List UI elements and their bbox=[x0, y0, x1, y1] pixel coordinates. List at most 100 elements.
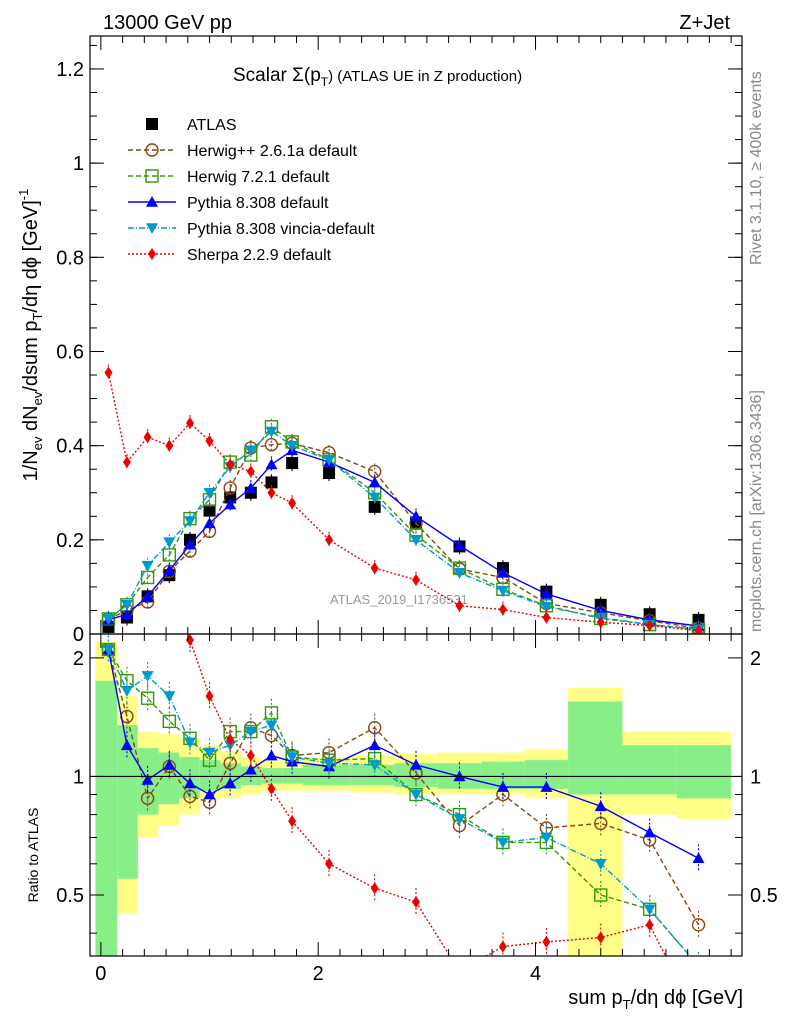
legend-marker bbox=[145, 169, 159, 183]
data-point bbox=[645, 619, 654, 632]
x-tick-label: 2 bbox=[313, 963, 324, 985]
data-point bbox=[203, 487, 216, 499]
data-point bbox=[368, 500, 381, 513]
data-point bbox=[286, 440, 299, 452]
legend-label: Herwig 7.2.1 default bbox=[187, 169, 330, 186]
y-tick-label: 1 bbox=[73, 153, 84, 175]
data-point bbox=[368, 492, 381, 504]
ratio-point bbox=[223, 756, 237, 770]
band-inner bbox=[622, 745, 677, 795]
plot-title-rest: ) (ATLAS UE in Z production) bbox=[328, 68, 522, 85]
legend-item: Herwig 7.2.1 default bbox=[128, 169, 330, 186]
data-point bbox=[323, 454, 336, 466]
x-tick-label: 0 bbox=[95, 963, 106, 985]
legend-item: Pythia 8.308 default bbox=[128, 195, 329, 212]
ratio-point bbox=[691, 918, 706, 932]
legend-marker bbox=[146, 223, 158, 234]
data-point bbox=[542, 611, 551, 624]
legend-label: ATLAS bbox=[187, 117, 237, 134]
legend-item: Pythia 8.308 vincia-default bbox=[128, 221, 375, 238]
data-point bbox=[163, 537, 176, 549]
data-point bbox=[265, 476, 278, 489]
ratio-point bbox=[140, 691, 155, 705]
ratio-point bbox=[540, 781, 553, 792]
data-point bbox=[205, 434, 214, 447]
ratio-point bbox=[455, 965, 463, 977]
ratio-tick-label: 0.5 bbox=[56, 885, 84, 907]
ratio-frame bbox=[89, 633, 743, 957]
ratio-point bbox=[267, 782, 276, 795]
ratio-point bbox=[123, 391, 131, 403]
data-point bbox=[244, 482, 257, 493]
legend-marker bbox=[146, 196, 158, 207]
data-point bbox=[141, 590, 154, 602]
plot-title-sub: T bbox=[321, 75, 329, 89]
data-point bbox=[410, 535, 422, 546]
data-point bbox=[120, 608, 133, 620]
ratio-point bbox=[140, 791, 155, 806]
y-tick-label: 0 bbox=[73, 624, 84, 646]
mcplots-reference: mcplots.cern.ch [arXiv:1306.3436] bbox=[748, 390, 765, 632]
data-point bbox=[540, 587, 553, 599]
band-inner bbox=[350, 764, 395, 786]
data-point bbox=[455, 599, 464, 612]
ratio-point bbox=[453, 814, 466, 825]
data-point bbox=[368, 476, 381, 488]
ratio-point bbox=[120, 739, 133, 751]
ratio-point bbox=[594, 800, 607, 812]
legend-label: Pythia 8.308 vincia-default bbox=[187, 221, 375, 238]
y-tick-label: 0.2 bbox=[56, 530, 84, 552]
data-point bbox=[453, 539, 466, 551]
data-point bbox=[165, 439, 174, 452]
ratio-point bbox=[370, 882, 379, 895]
band-inner bbox=[199, 760, 221, 791]
main-series-group bbox=[101, 364, 706, 634]
data-point bbox=[185, 417, 194, 430]
ratio-point bbox=[496, 781, 509, 792]
ratio-tick-label-right: 0.5 bbox=[750, 885, 778, 907]
data-point bbox=[226, 458, 235, 471]
data-point bbox=[540, 601, 553, 613]
ratio-point bbox=[643, 826, 656, 838]
ratio-point bbox=[540, 832, 553, 844]
ratio-point bbox=[412, 895, 420, 908]
data-point bbox=[183, 538, 196, 550]
band-inner bbox=[95, 680, 118, 956]
legend-marker bbox=[146, 118, 158, 130]
ratio-point bbox=[265, 720, 278, 732]
data-point bbox=[410, 510, 422, 522]
ratio-tick-label-right: 2 bbox=[750, 648, 761, 670]
ratio-point bbox=[163, 691, 176, 703]
ratio-point bbox=[203, 788, 216, 800]
data-point bbox=[104, 366, 113, 379]
x-axis-label: sum pT/dη dϕ [GeV] bbox=[568, 987, 743, 1012]
ratio-point bbox=[410, 789, 422, 801]
data-point bbox=[102, 614, 115, 625]
ratio-point bbox=[643, 904, 656, 916]
ratio-series-sherpa-2-2-9-default bbox=[123, 391, 667, 977]
ratio-tick-label-right: 1 bbox=[750, 766, 761, 788]
ratio-point bbox=[323, 758, 336, 770]
ratio-point bbox=[265, 749, 278, 761]
ratio-point bbox=[205, 690, 214, 703]
ratio-point bbox=[594, 859, 607, 870]
ratio-point bbox=[246, 749, 255, 762]
ratio-uncertainty-bands bbox=[95, 641, 732, 956]
data-point bbox=[288, 497, 297, 510]
ratio-point bbox=[264, 706, 279, 720]
legend-item: ATLAS bbox=[146, 117, 237, 134]
data-point bbox=[143, 431, 152, 444]
x-tick-label: 4 bbox=[530, 963, 541, 985]
data-point bbox=[596, 616, 605, 629]
data-point bbox=[323, 466, 336, 479]
y-axis-label: 1/Nev dNev/dsum pT/dη dϕ [GeV]-1 bbox=[16, 189, 45, 482]
data-point bbox=[224, 498, 237, 510]
ratio-point bbox=[693, 960, 705, 972]
data-point bbox=[162, 548, 177, 562]
data-point bbox=[694, 624, 703, 634]
ratio-point bbox=[183, 777, 196, 789]
ratio-point bbox=[368, 739, 381, 751]
ratio-point bbox=[183, 737, 196, 749]
ratio-point bbox=[288, 815, 297, 828]
